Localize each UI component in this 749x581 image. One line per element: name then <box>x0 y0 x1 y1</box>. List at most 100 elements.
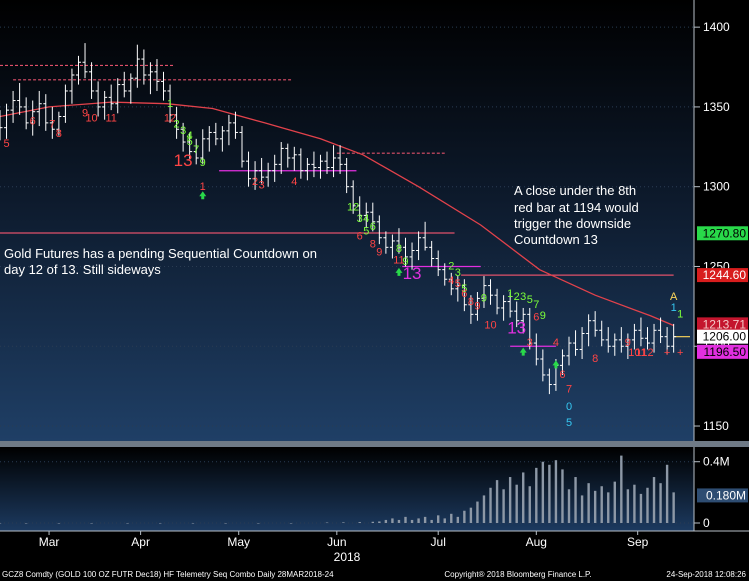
sequential-count-label: 7 <box>566 384 572 396</box>
buy-setup-arrow <box>519 347 527 356</box>
volume-bar <box>639 493 643 523</box>
month-label: Aug <box>526 535 547 549</box>
ohlc-bar <box>435 250 441 277</box>
sequential-count-label: 9 <box>481 293 487 305</box>
sequential-count-label: 12 <box>641 347 653 359</box>
moving-average-line <box>0 101 674 327</box>
ohlc-bar <box>507 292 513 318</box>
ohlc-bar <box>298 148 304 179</box>
ohlc-bar <box>291 146 297 171</box>
ohlc-bar <box>455 276 461 302</box>
sequential-count-label: 2 <box>174 119 180 131</box>
price-tag: 1270.80 <box>697 226 748 241</box>
sequential-count-label: 3 <box>527 337 533 349</box>
volume-bar <box>626 489 630 523</box>
sequential-count-label: 4 <box>187 130 193 142</box>
sequential-count-label: 6 <box>370 221 376 233</box>
ohlc-bar <box>566 336 572 366</box>
ohlc-bar <box>311 151 317 178</box>
ohlc-bar <box>533 333 539 366</box>
sequential-count-label: 8 <box>370 238 376 250</box>
ohlc-bar <box>193 138 199 165</box>
annotation-left-line-1: Gold Futures has a pending Sequential Co… <box>4 246 317 261</box>
volume-bar <box>541 461 545 523</box>
month-label: May <box>227 535 250 549</box>
ohlc-bar <box>396 228 402 254</box>
year-label: 2018 <box>334 550 361 564</box>
ohlc-bar <box>324 151 330 174</box>
sequential-count-label: 8 <box>468 296 474 308</box>
ohlc-bar <box>259 157 265 184</box>
volume-bar <box>224 523 227 524</box>
volume-bar <box>482 495 486 523</box>
ohlc-bar <box>30 100 36 136</box>
sequential-count-label: 1 <box>167 98 173 110</box>
ohlc-bar <box>402 237 408 267</box>
sequential-count-label: 8 <box>396 243 402 255</box>
ohlc-bar <box>612 333 618 356</box>
volume-bar <box>665 464 669 523</box>
sequential-count-label: 3 <box>180 125 186 137</box>
ohlc-bar <box>331 145 337 178</box>
ohlc-bar <box>174 106 180 139</box>
sequential-count-label: 4 <box>448 275 454 287</box>
ohlc-bar <box>187 132 193 160</box>
sequential-count-label: 3 <box>520 291 526 303</box>
ohlc-bar <box>658 317 664 344</box>
ohlc-bar <box>474 292 480 321</box>
ohlc-bar <box>285 143 291 168</box>
ohlc-bar <box>357 196 363 222</box>
sequential-count-label: 9 <box>82 107 88 119</box>
ohlc-bar <box>579 327 585 360</box>
volume-bar <box>489 487 492 523</box>
ohlc-bar <box>0 110 3 141</box>
ohlc-bar <box>527 307 533 350</box>
ohlc-bar <box>167 84 173 123</box>
sequential-count-label: 6 <box>357 230 363 242</box>
ohlc-bar <box>625 333 631 360</box>
sequential-count-label: 5 <box>461 283 467 295</box>
month-label: Apr <box>131 535 150 549</box>
ohlc-bar <box>128 73 134 104</box>
price-tag-text: 1206.00 <box>703 330 747 344</box>
volume-bar <box>593 490 597 523</box>
ohlc-bar <box>200 129 206 165</box>
ohlc-bar <box>573 330 579 356</box>
volume-bar <box>469 507 473 523</box>
ohlc-bar <box>644 327 650 350</box>
sequential-count-label: 6 <box>461 288 467 300</box>
month-label: Sep <box>627 535 649 549</box>
ohlc-bar <box>501 295 507 321</box>
sequential-count-label: 9 <box>402 256 408 268</box>
sequential-count-label: 6 <box>30 115 36 127</box>
ohlc-bar <box>56 111 62 136</box>
volume-bar <box>620 455 623 523</box>
ohlc-bar <box>592 311 598 337</box>
price-tag-text: 1244.60 <box>703 268 747 282</box>
sequential-count-label: 3 <box>455 267 461 279</box>
volume-panel-background <box>0 447 694 531</box>
volume-bar <box>417 518 420 523</box>
ohlc-bar <box>586 314 592 347</box>
sequential-count-label: 1 <box>671 302 677 314</box>
ohlc-bar <box>461 279 467 312</box>
volume-bar <box>528 486 531 523</box>
volume-bar <box>508 477 512 523</box>
volume-tick-label: 0.4M <box>703 455 730 469</box>
volume-bar <box>548 464 551 523</box>
volume-bar <box>495 480 499 523</box>
price-tag-box <box>697 268 748 283</box>
ohlc-bar <box>337 145 343 174</box>
ohlc-bar <box>389 234 395 259</box>
annotation-right-line-4: Countdown 13 <box>514 232 598 247</box>
sequential-count-label: 9 <box>200 157 206 169</box>
ohlc-bar <box>115 78 121 114</box>
sequential-count-label: + <box>664 347 670 359</box>
ohlc-bar <box>540 349 546 382</box>
ohlc-bar <box>304 157 310 181</box>
ohlc-bar <box>409 242 415 270</box>
volume-tag-box <box>697 488 748 503</box>
sequential-count-label: 2 <box>514 291 520 303</box>
ohlc-bar <box>448 272 454 296</box>
ohlc-bar <box>664 327 670 355</box>
